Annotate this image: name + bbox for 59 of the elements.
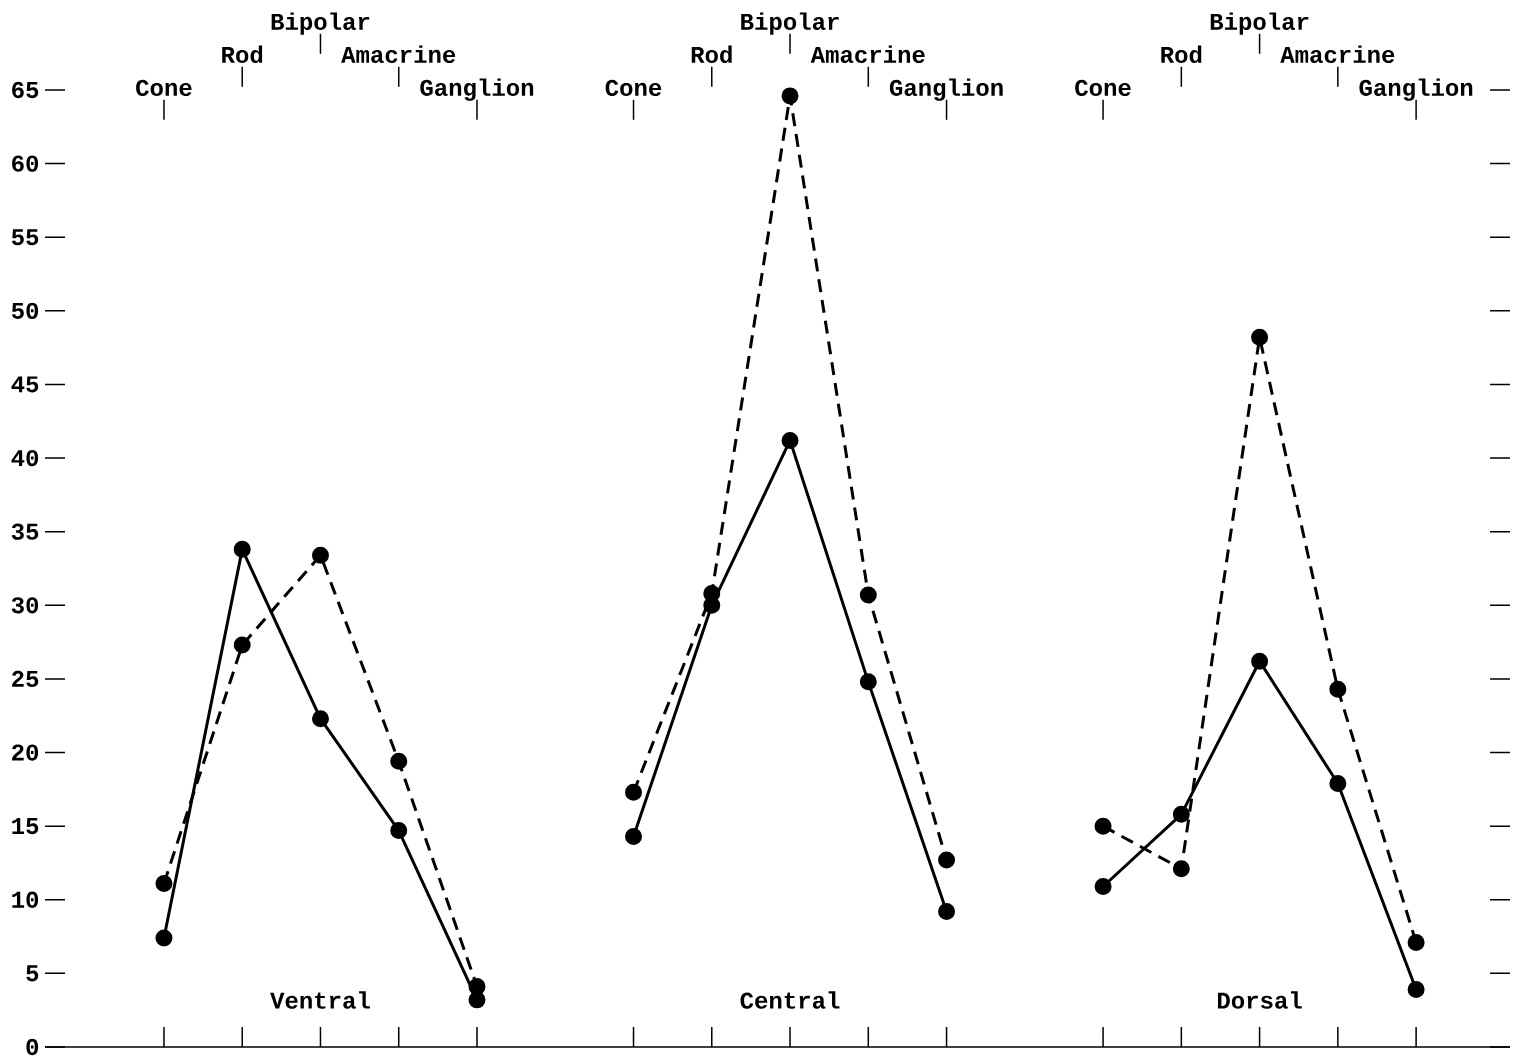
point: [155, 929, 173, 947]
annotation: Ventral: [270, 991, 370, 1009]
y-tick-label: 45: [11, 376, 39, 393]
x-tick-label: Bipolar: [741, 12, 839, 35]
point: [1251, 328, 1269, 346]
annotation: Central: [740, 991, 840, 1009]
y-tick-label: 30: [11, 597, 39, 614]
x-tick-label: Cone: [136, 79, 192, 97]
x-tick-label: Rod: [222, 45, 263, 64]
x-tick-label: Bipolar: [1210, 12, 1309, 35]
point: [1251, 652, 1269, 670]
x-tick-label: Rod: [1161, 45, 1202, 64]
x-tick-label: Rod: [691, 45, 732, 64]
point: [1172, 805, 1190, 823]
point: [625, 827, 643, 845]
x-tick-label: Ganglion: [889, 78, 1003, 101]
point: [1172, 860, 1190, 878]
point: [390, 822, 408, 840]
point: [1094, 817, 1112, 835]
y-tick-label: 35: [11, 523, 39, 540]
y-tick-label: 65: [12, 81, 39, 99]
point: [155, 875, 173, 893]
x-tick-label: Amacrine: [341, 45, 456, 64]
point: [859, 586, 877, 604]
x-tick-label: Amacrine: [810, 45, 925, 64]
x-tick-label: Cone: [1075, 79, 1131, 97]
point: [1094, 878, 1112, 895]
point: [938, 851, 956, 869]
y-tick-label: 0: [26, 1038, 39, 1056]
point: [390, 752, 408, 770]
x-tick-label: Bipolar: [271, 12, 370, 35]
y-tick-label: 40: [11, 449, 39, 467]
point: [781, 87, 799, 105]
point: [1329, 774, 1347, 792]
point: [311, 710, 329, 728]
point: [625, 783, 643, 801]
point: [859, 673, 877, 691]
y-tick-label: 10: [12, 891, 39, 908]
x-tick-label: Ganglion: [1359, 78, 1473, 101]
y-tick-label: 15: [12, 818, 39, 835]
y-tick-label: 25: [12, 670, 39, 688]
point: [468, 978, 486, 996]
point: [1407, 933, 1425, 951]
point: [1407, 981, 1425, 999]
y-tick-label: 50: [11, 302, 39, 319]
point: [311, 546, 329, 564]
y-tick-label: 20: [12, 744, 39, 761]
point: [781, 431, 799, 449]
y-tick-label: 60: [12, 155, 39, 172]
x-tick-label: Amacrine: [1280, 45, 1395, 64]
x-tick-label: Ganglion: [420, 78, 534, 101]
point: [938, 903, 956, 921]
point: [233, 540, 251, 558]
point: [1329, 680, 1347, 698]
x-tick-label: Cone: [605, 79, 662, 97]
y-tick-label: 5: [26, 965, 39, 982]
annotation: Dorsal: [1217, 991, 1302, 1009]
y-tick-label: 55: [11, 229, 39, 246]
point: [233, 636, 251, 654]
